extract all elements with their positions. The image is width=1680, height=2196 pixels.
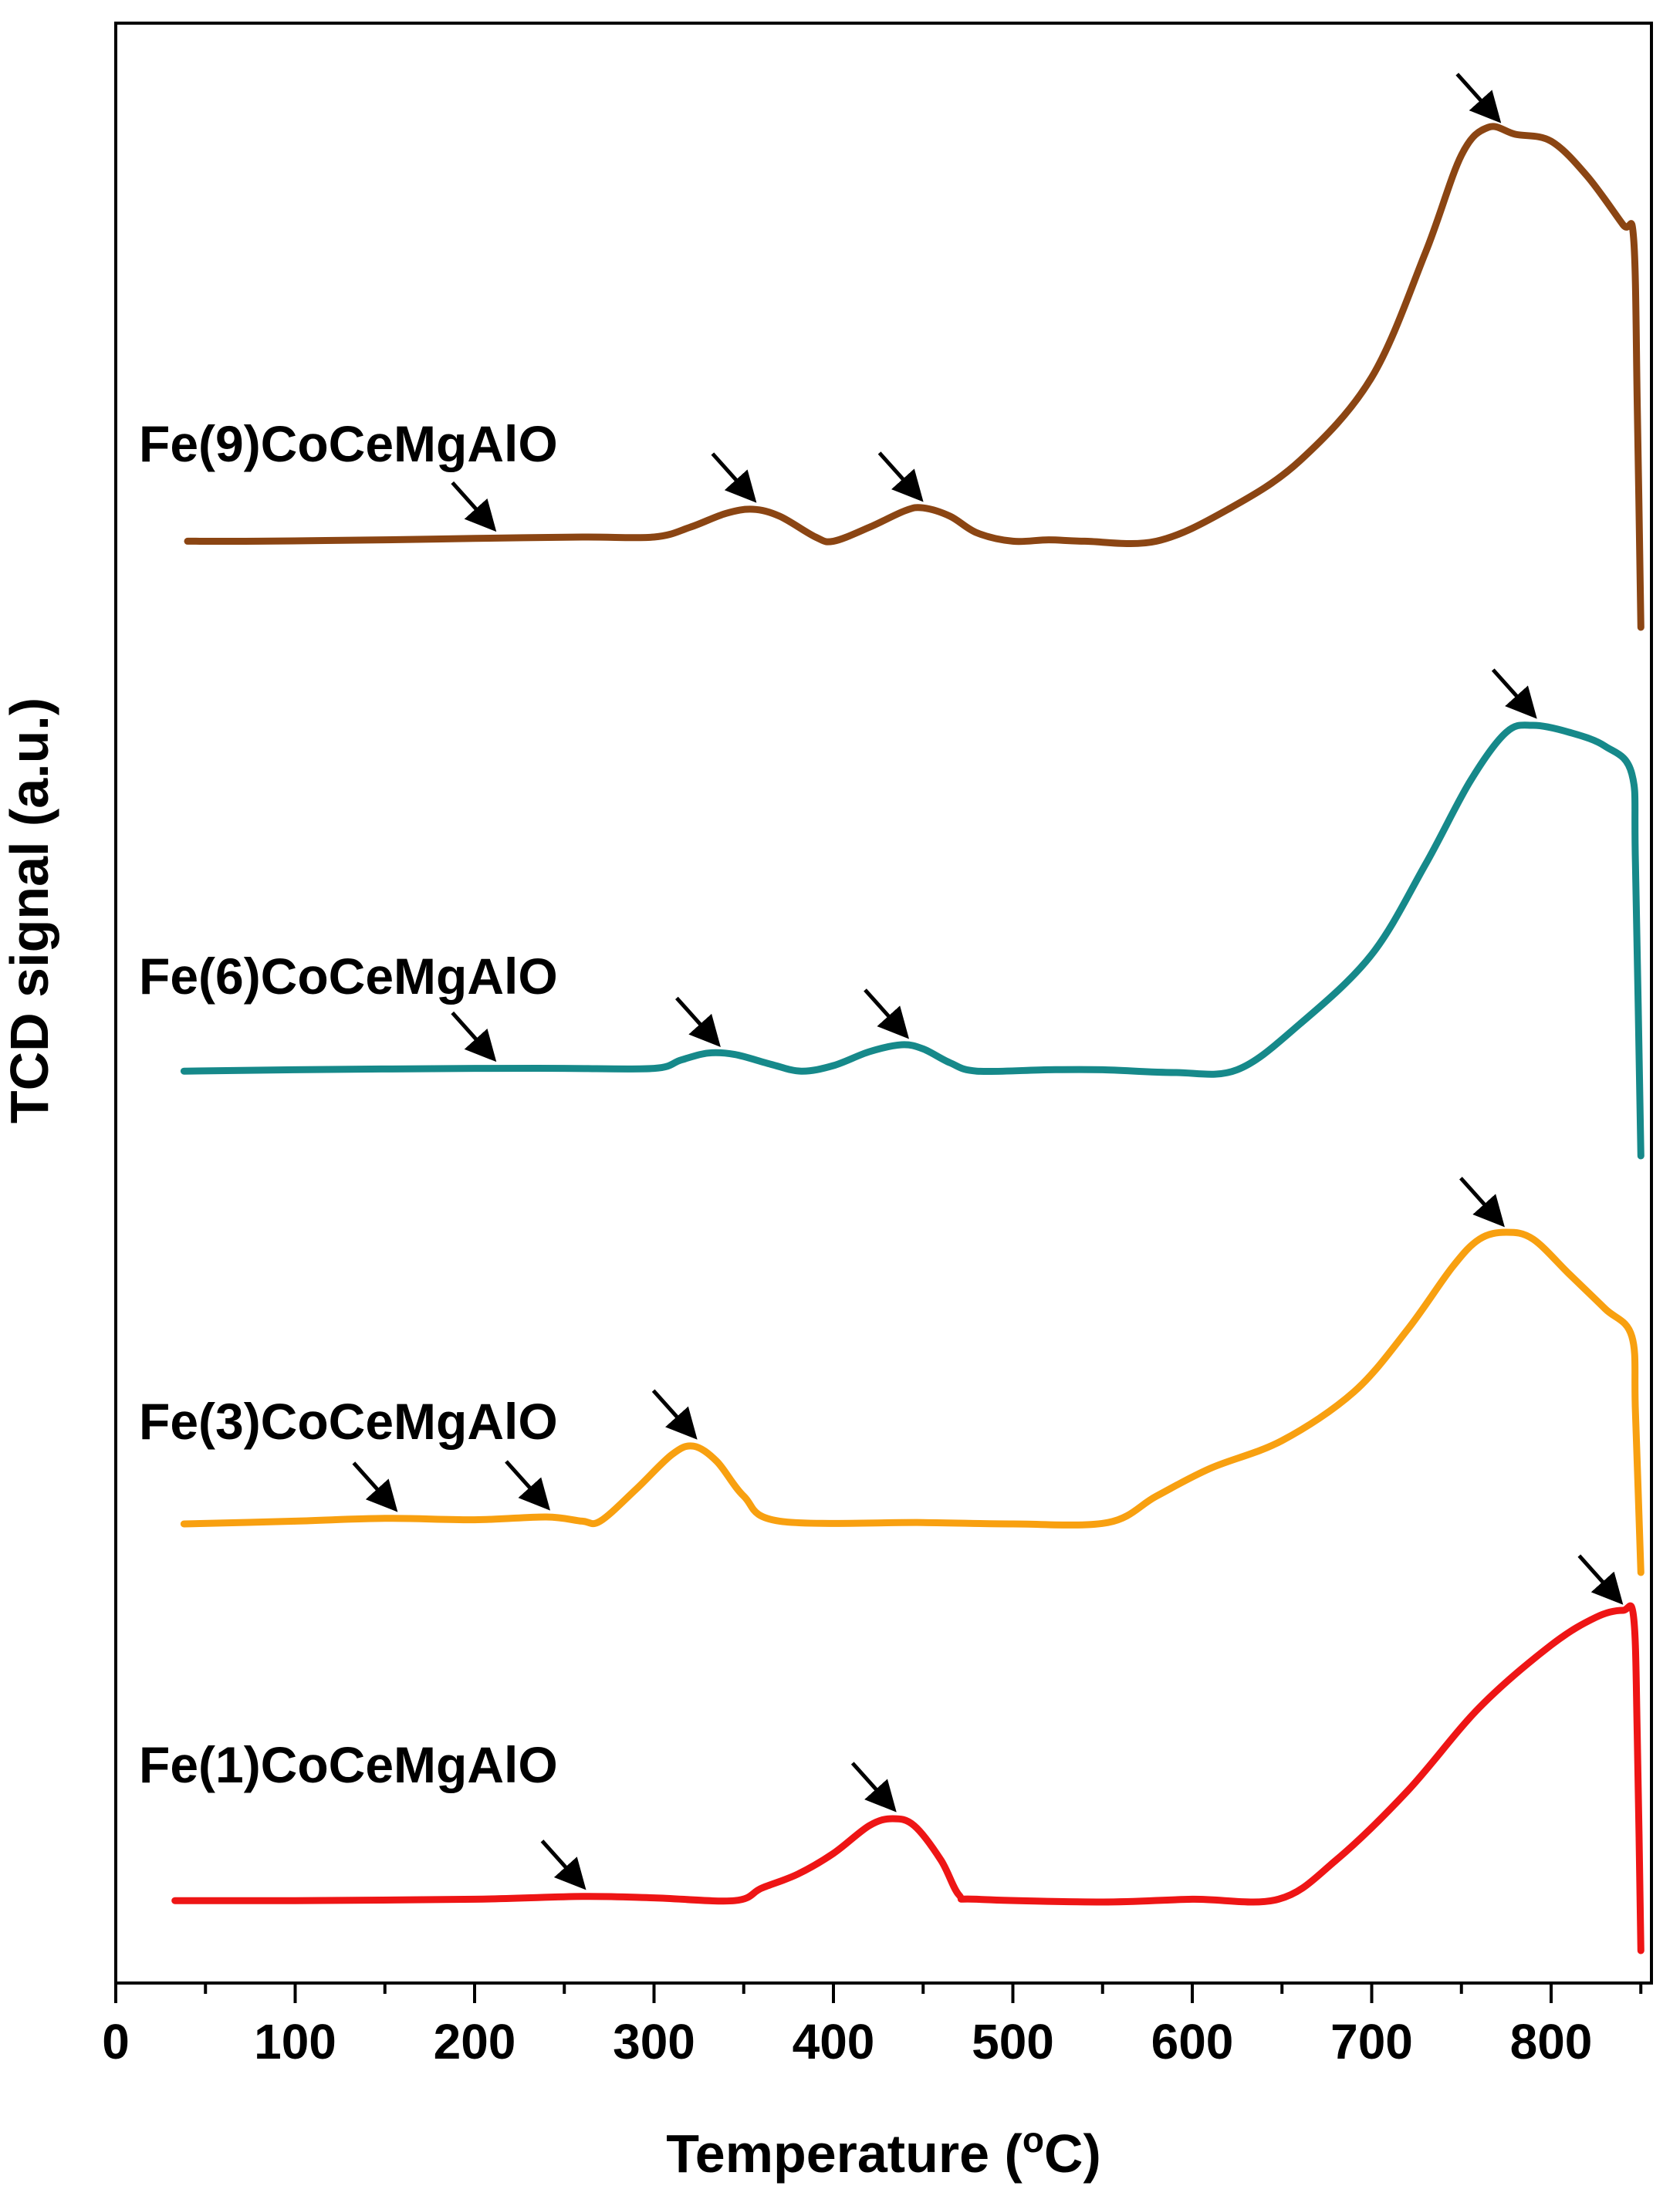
peak-arrow (451, 481, 497, 532)
series-layer (171, 123, 1645, 1954)
peak-arrow (711, 452, 757, 503)
x-tick-label: 600 (1151, 2014, 1234, 2069)
x-tick-label: 200 (434, 2014, 516, 2069)
peak-arrow (1459, 1177, 1505, 1228)
x-axis: 0 100 200 300 400 500 600 700 800 (102, 1983, 1643, 2069)
series-labels: Fe(9)CoCeMgAlO Fe(6)CoCeMgAlO Fe(3)CoCeMgA… (139, 415, 558, 1793)
series-label-3: Fe(3)CoCeMgAlO (139, 1393, 558, 1450)
peak-arrow (352, 1461, 398, 1512)
peak-arrow (864, 988, 910, 1039)
series-line-2 (180, 721, 1645, 1160)
peak-arrow (1455, 73, 1502, 123)
x-tick-label: 800 (1510, 2014, 1593, 2069)
y-axis-title: TCD signal (a.u.) (0, 698, 59, 1123)
series-line-1 (184, 123, 1645, 631)
x-tick-label: 0 (102, 2014, 130, 2069)
peak-arrows (352, 73, 1624, 1890)
series-label-4: Fe(1)CoCeMgAlO (139, 1736, 558, 1793)
x-axis-title: Temperature (oC) (666, 2120, 1101, 2184)
x-tick-label: 400 (793, 2014, 875, 2069)
x-tick-label: 300 (613, 2014, 695, 2069)
series-line-4 (171, 1602, 1645, 1954)
series-line-3 (180, 1228, 1645, 1576)
series-label-1: Fe(9)CoCeMgAlO (139, 415, 558, 472)
peak-arrow (651, 1389, 698, 1440)
x-axis-title-sup: o (1023, 2120, 1044, 2160)
peak-arrow (877, 451, 924, 502)
x-tick-label: 500 (972, 2014, 1054, 2069)
peak-arrow (540, 1840, 586, 1890)
peak-arrow (675, 996, 721, 1047)
x-tick-label: 100 (254, 2014, 336, 2069)
x-axis-title-tail: C) (1044, 2123, 1101, 2184)
peak-arrow (1491, 668, 1537, 719)
peak-arrow (850, 1762, 897, 1813)
peak-arrow (1577, 1554, 1624, 1605)
x-tick-label: 700 (1330, 2014, 1413, 2069)
plot-frame (114, 22, 1653, 1985)
peak-arrow (505, 1460, 551, 1511)
peak-arrow (451, 1011, 497, 1063)
series-label-2: Fe(6)CoCeMgAlO (139, 948, 558, 1005)
